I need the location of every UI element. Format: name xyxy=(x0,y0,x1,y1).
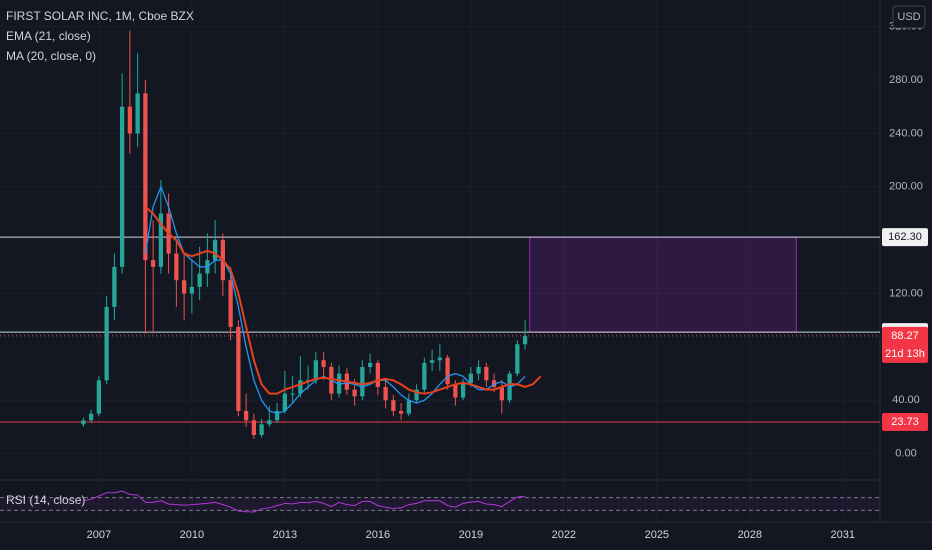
candle-body xyxy=(391,400,396,411)
x-tick-label: 2007 xyxy=(87,529,111,541)
y-tick-label: 40.00 xyxy=(892,394,920,406)
y-tick-label: 280.00 xyxy=(889,74,923,86)
x-tick-label: 2019 xyxy=(459,529,483,541)
currency[interactable]: USD xyxy=(897,11,920,23)
candle-body xyxy=(491,380,497,387)
indicator-line xyxy=(144,206,542,395)
x-tick-label: 2028 xyxy=(738,529,762,541)
price-label-box xyxy=(882,412,928,431)
x-tick-label: 2025 xyxy=(645,529,669,541)
price-label: 23.73 xyxy=(891,416,919,428)
candle-body xyxy=(453,384,458,398)
candle-body xyxy=(181,280,187,294)
candle-body xyxy=(104,306,109,381)
candle-body xyxy=(212,240,218,261)
candle-body xyxy=(236,326,241,411)
candle-body xyxy=(352,389,357,397)
x-tick-label: 2031 xyxy=(831,529,855,541)
candle-body xyxy=(484,366,489,381)
currency-button[interactable] xyxy=(892,5,926,29)
candle-body xyxy=(150,260,156,267)
candle-body xyxy=(476,366,481,374)
candle-body xyxy=(282,393,287,411)
candle-body xyxy=(267,420,272,425)
zone xyxy=(529,236,797,333)
candle-body xyxy=(197,273,202,287)
x-tick-label: 2010 xyxy=(180,529,204,541)
candle-body xyxy=(383,386,388,401)
candle-body xyxy=(88,413,94,421)
candle-body xyxy=(422,362,427,390)
x-tick-label: 2013 xyxy=(273,529,297,541)
candle-body xyxy=(135,93,140,134)
candle-body xyxy=(298,380,303,394)
candle-body xyxy=(274,410,280,421)
labels: 0.0040.00120.00160.00200.00240.00280.003… xyxy=(87,21,928,541)
candle-body xyxy=(143,93,148,261)
candle-body xyxy=(81,420,86,425)
candle-body xyxy=(321,360,326,367)
legend-ma: MA (20, close, 0) xyxy=(6,49,96,63)
last-price-label: 88.27 xyxy=(891,330,919,342)
candle-body xyxy=(313,360,318,381)
candle-body xyxy=(429,360,435,363)
price-label-box xyxy=(882,228,928,247)
candle-body xyxy=(414,389,419,401)
rsi-band xyxy=(0,497,880,511)
candle-body xyxy=(437,357,442,361)
y-tick-label: 120.00 xyxy=(889,287,923,299)
candle-body xyxy=(460,382,466,398)
candle-body xyxy=(445,357,450,385)
y-tick-label: 240.00 xyxy=(889,127,923,139)
x-tick-label: 2016 xyxy=(366,529,390,541)
candle-body xyxy=(367,362,373,367)
candle-body xyxy=(259,424,264,435)
candle-body xyxy=(360,366,365,397)
candle-body xyxy=(189,286,195,294)
chart-title: FIRST SOLAR INC, 1M, Cboe BZX xyxy=(6,9,194,23)
candle-body xyxy=(158,213,164,267)
candle-body xyxy=(468,373,473,383)
candle-body xyxy=(96,380,102,414)
legend-rsi: RSI (14, close) xyxy=(6,493,85,507)
candle-body xyxy=(515,344,520,374)
price-label: 162.30 xyxy=(888,231,922,243)
countdown: 21d 13h xyxy=(885,348,925,360)
candle-body xyxy=(243,410,249,421)
x-tick-label: 2022 xyxy=(552,529,576,541)
candle-body xyxy=(406,400,411,414)
rsi-line xyxy=(83,490,526,513)
candle-body xyxy=(174,253,179,281)
candle-body xyxy=(375,362,380,387)
indicator-line xyxy=(144,185,526,415)
candle-body xyxy=(127,106,133,134)
candle-body xyxy=(398,410,404,414)
y-tick-label: 200.00 xyxy=(889,181,923,193)
plot xyxy=(0,30,880,513)
candle-body xyxy=(119,106,125,267)
candle-body xyxy=(112,266,117,307)
candle-body xyxy=(522,335,528,345)
last-price-box xyxy=(882,326,928,363)
candle-body xyxy=(228,280,233,327)
y-tick-label: 0.00 xyxy=(895,448,916,460)
candle-body xyxy=(251,420,256,435)
candle-body xyxy=(290,393,295,395)
candle-body xyxy=(499,386,504,401)
legend-ema: EMA (21, close) xyxy=(6,29,91,43)
